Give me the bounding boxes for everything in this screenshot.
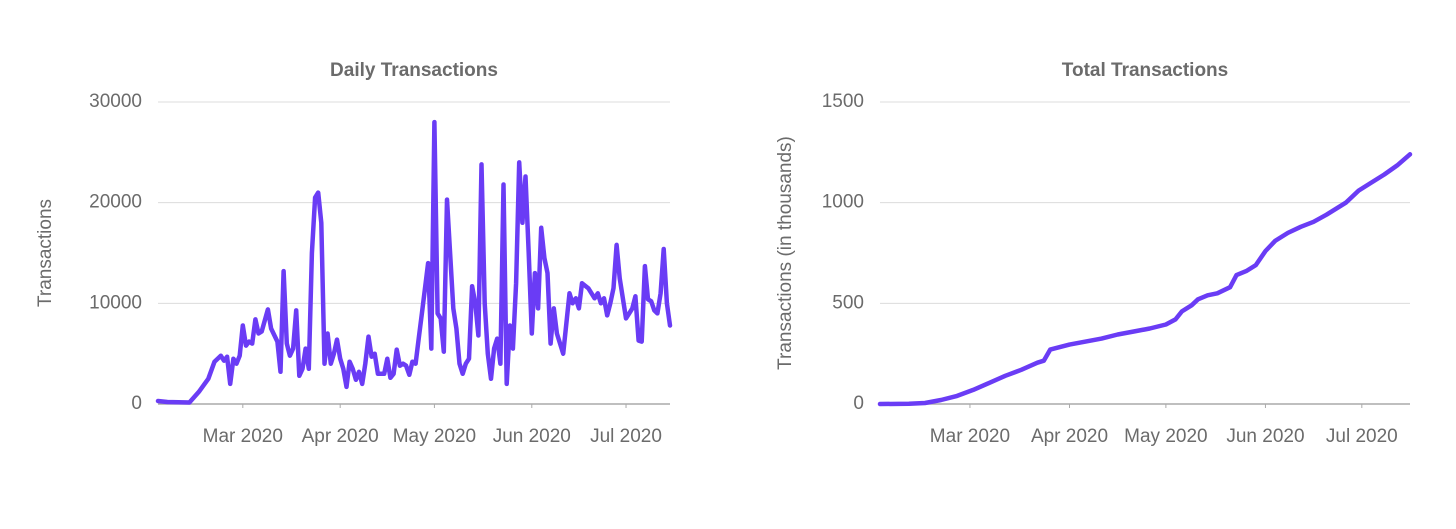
y-tick-label: 500 bbox=[832, 292, 864, 313]
y-tick-label: 20000 bbox=[89, 192, 142, 213]
x-tick-label: Jul 2020 bbox=[590, 426, 662, 447]
y-tick-label: 10000 bbox=[89, 292, 142, 313]
y-tick-label: 1500 bbox=[822, 91, 864, 112]
data-line bbox=[155, 119, 673, 405]
y-tick-label: 30000 bbox=[89, 91, 142, 112]
x-tick-label: Apr 2020 bbox=[302, 426, 379, 447]
chart-title: Total Transactions bbox=[1062, 60, 1228, 81]
x-tick-label: Mar 2020 bbox=[203, 426, 283, 447]
x-tick-label: Jul 2020 bbox=[1326, 426, 1398, 447]
y-axis-label: Transactions bbox=[35, 199, 56, 307]
data-line bbox=[877, 152, 1413, 407]
y-tick-label: 1000 bbox=[822, 192, 864, 213]
x-tick-label: Jun 2020 bbox=[493, 426, 571, 447]
x-tick-label: Jun 2020 bbox=[1226, 426, 1304, 447]
x-tick-label: Mar 2020 bbox=[930, 426, 1010, 447]
chart-title: Daily Transactions bbox=[330, 60, 498, 81]
y-tick-label: 0 bbox=[131, 393, 142, 414]
x-tick-label: Apr 2020 bbox=[1031, 426, 1108, 447]
y-axis-label: Transactions (in thousands) bbox=[775, 136, 796, 370]
x-tick-label: May 2020 bbox=[393, 426, 476, 447]
x-tick-label: May 2020 bbox=[1124, 426, 1207, 447]
y-tick-label: 0 bbox=[853, 393, 864, 414]
